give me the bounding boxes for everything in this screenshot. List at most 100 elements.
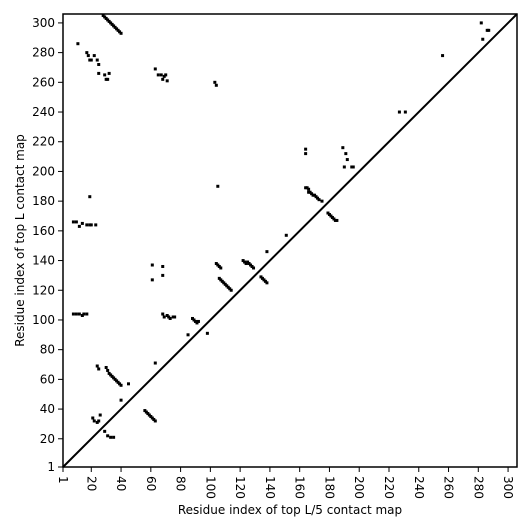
contact-point xyxy=(307,187,311,191)
y-tick-label: 280 xyxy=(32,46,55,60)
contact-point xyxy=(196,319,200,323)
contact-point xyxy=(71,220,75,224)
contact-point xyxy=(119,383,123,387)
contact-point xyxy=(164,73,168,77)
x-tick-label: 40 xyxy=(114,476,128,491)
contact-point xyxy=(112,435,116,439)
contact-point xyxy=(119,31,123,35)
contact-point xyxy=(98,413,102,417)
contact-point xyxy=(345,158,349,162)
contact-point xyxy=(317,198,321,202)
contact-point xyxy=(92,54,96,58)
x-tick-label: 100 xyxy=(203,476,217,499)
y-tick-label: 1 xyxy=(47,460,55,474)
contact-point xyxy=(481,37,485,41)
contact-point xyxy=(161,264,165,268)
x-tick-label: 140 xyxy=(263,476,277,499)
y-tick-label: 40 xyxy=(40,402,55,416)
contact-point xyxy=(97,367,101,371)
contact-point xyxy=(161,273,165,277)
contact-point xyxy=(304,152,308,156)
y-tick-label: 20 xyxy=(40,432,55,446)
y-axis-label: Residue index of top L contact map xyxy=(13,134,27,347)
x-tick-label: 1 xyxy=(56,476,70,484)
contact-point xyxy=(341,146,345,150)
contact-point xyxy=(344,152,348,156)
contact-point xyxy=(94,223,98,227)
contact-point xyxy=(89,223,93,227)
contact-point xyxy=(103,73,107,77)
contact-point xyxy=(162,315,166,319)
x-tick-label: 280 xyxy=(471,476,485,499)
x-tick-label: 220 xyxy=(382,476,396,499)
x-tick-label: 60 xyxy=(144,476,158,491)
y-tick-label: 200 xyxy=(32,164,55,178)
y-axis-ticks: 1204060801001201401601802002202402602803… xyxy=(32,16,63,474)
contact-point xyxy=(479,21,483,25)
contact-point xyxy=(74,220,78,224)
contact-point xyxy=(76,42,80,46)
contact-point xyxy=(97,419,101,423)
contact-point xyxy=(205,331,209,335)
contact-point xyxy=(89,58,93,62)
contact-point xyxy=(304,147,308,151)
contact-point xyxy=(127,382,130,386)
contact-point xyxy=(173,315,177,319)
y-tick-label: 300 xyxy=(32,16,55,30)
contact-point xyxy=(77,224,81,228)
y-tick-label: 100 xyxy=(32,313,55,327)
contact-point xyxy=(150,278,154,282)
contact-point xyxy=(95,58,99,62)
x-tick-label: 260 xyxy=(442,476,456,499)
contact-point xyxy=(284,233,288,237)
y-tick-label: 220 xyxy=(32,135,55,149)
contact-point xyxy=(91,416,95,420)
contact-point xyxy=(80,221,84,225)
x-tick-label: 240 xyxy=(412,476,426,499)
contact-point xyxy=(265,250,269,254)
x-axis-ticks: 1 20 40 60 80 100 120 140 160 180 200 220 240 260 280 3… xyxy=(56,467,515,499)
contact-point xyxy=(351,165,355,169)
contact-point xyxy=(441,54,445,58)
contact-point xyxy=(85,312,89,316)
contact-point xyxy=(397,110,401,114)
contact-point xyxy=(97,71,101,75)
contact-point xyxy=(403,110,407,114)
contact-point xyxy=(77,312,81,316)
contact-point xyxy=(97,63,101,66)
contact-point xyxy=(150,263,154,267)
contact-point xyxy=(88,195,92,199)
contact-point xyxy=(107,71,111,75)
contact-point xyxy=(156,73,160,77)
contact-point xyxy=(219,266,223,270)
contact-point xyxy=(71,312,75,316)
x-tick-label: 20 xyxy=(84,476,98,491)
y-tick-label: 240 xyxy=(32,105,55,119)
x-tick-label: 80 xyxy=(174,476,188,491)
contact-point xyxy=(85,223,89,227)
contact-point xyxy=(74,312,78,316)
contact-point xyxy=(487,28,491,32)
plot-frame xyxy=(62,13,518,468)
contact-point xyxy=(229,288,233,292)
contact-point xyxy=(104,365,108,369)
contact-point xyxy=(186,333,190,337)
contact-point xyxy=(85,51,89,55)
contact-point xyxy=(161,77,165,81)
y-tick-label: 160 xyxy=(32,224,55,238)
y-tick-label: 80 xyxy=(40,343,55,357)
x-tick-label: 120 xyxy=(233,476,247,499)
contact-point xyxy=(265,281,269,285)
y-tick-label: 60 xyxy=(40,372,55,386)
contact-point xyxy=(342,165,346,169)
x-tick-label: 180 xyxy=(322,476,336,499)
contact-point xyxy=(159,73,163,77)
contact-point xyxy=(213,80,217,84)
x-tick-label: 300 xyxy=(501,476,515,499)
y-tick-label: 120 xyxy=(32,283,55,297)
contact-point xyxy=(106,368,110,372)
x-tick-label: 160 xyxy=(293,476,307,499)
contact-point xyxy=(168,316,172,320)
contact-point xyxy=(153,67,157,71)
contact-point xyxy=(216,184,220,188)
